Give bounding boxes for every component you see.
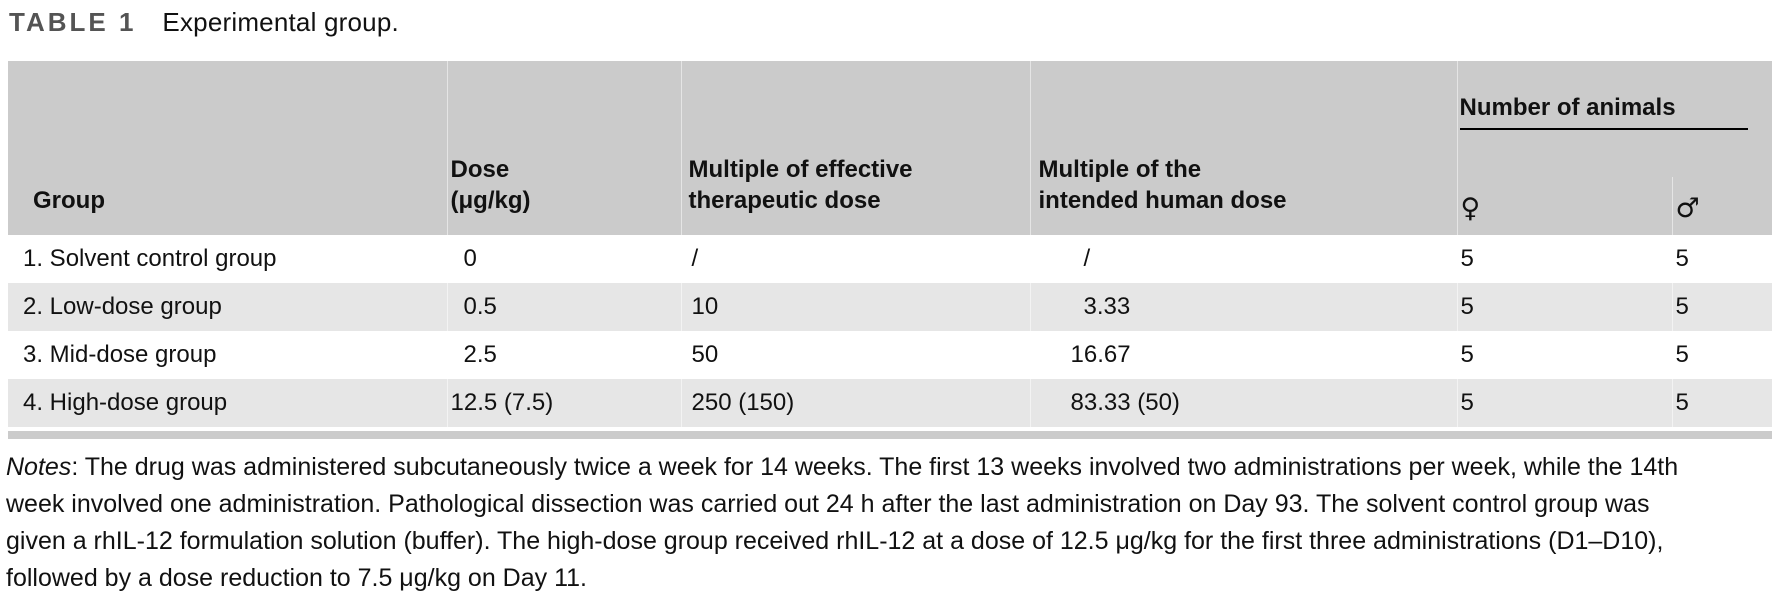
notes-line: given a rhIL-12 formulation solution (bu… — [6, 527, 1664, 555]
notes-line: followed by a dose reduction to 7.5 μg/k… — [6, 564, 587, 592]
notes-line: week involved one administration. Pathol… — [6, 490, 1650, 518]
number-of-animals-label: Number of animals — [1459, 92, 1748, 130]
notes-text: : The drug was administered subcutaneous… — [71, 453, 1679, 481]
column-header-dose: Dose (μg/kg) — [446, 61, 681, 235]
cell-male-count: 5 — [1671, 379, 1772, 427]
cell-multiple-effective: 10 — [680, 283, 1030, 331]
cell-multiple-human: / — [1029, 235, 1457, 283]
header-row-top: Group Dose (μg/kg) Multiple of effective… — [8, 61, 1772, 235]
column-header-male: ♂ — [1671, 177, 1772, 235]
cell-male-count: 5 — [1671, 235, 1772, 283]
table-row: 4. High-dose group 12.5 (7.5) 250 (150) … — [8, 379, 1772, 427]
cell-dose: 0 — [446, 235, 681, 283]
cell-group: 2. Low-dose group — [8, 283, 447, 331]
table-header: Group Dose (μg/kg) Multiple of effective… — [8, 61, 1772, 235]
column-header-female: ♀ — [1456, 177, 1672, 235]
cell-multiple-effective: / — [680, 235, 1030, 283]
cell-group: 4. High-dose group — [8, 379, 447, 427]
header-row-sub: ♀ ♂ — [8, 177, 1772, 235]
female-icon: ♀ — [1460, 193, 1481, 224]
column-group-header-number-of-animals: Number of animals — [1456, 61, 1772, 177]
experimental-group-table: Group Dose (μg/kg) Multiple of effective… — [8, 61, 1772, 427]
cell-multiple-human: 83.33 (50) — [1029, 379, 1457, 427]
table-notes: Notes: The drug was administered subcuta… — [6, 449, 1780, 597]
cell-dose: 12.5 (7.5) — [446, 379, 681, 427]
male-icon: ♂ — [1675, 193, 1700, 224]
cell-female-count: 5 — [1456, 331, 1672, 379]
cell-dose: 2.5 — [446, 331, 681, 379]
cell-female-count: 5 — [1456, 379, 1672, 427]
notes-label: Notes — [6, 453, 72, 481]
table-body: 1. Solvent control group 0 / / 5 5 2. Lo… — [8, 235, 1772, 427]
column-header-multiple-human: Multiple of the intended human dose — [1029, 61, 1457, 235]
table-caption-text: Experimental group. — [162, 7, 399, 37]
table-bottom-gap — [0, 427, 1780, 431]
table-bottom-rule — [8, 431, 1772, 439]
table-row: 1. Solvent control group 0 / / 5 5 — [8, 235, 1772, 283]
column-header-group: Group — [8, 61, 447, 235]
cell-dose: 0.5 — [446, 283, 681, 331]
cell-group: 3. Mid-dose group — [8, 331, 447, 379]
cell-female-count: 5 — [1456, 235, 1672, 283]
cell-group: 1. Solvent control group — [8, 235, 447, 283]
cell-male-count: 5 — [1671, 283, 1772, 331]
cell-multiple-human: 16.67 — [1029, 331, 1457, 379]
table-caption: TABLE 1 Experimental group. — [0, 0, 1780, 43]
table-row: 2. Low-dose group 0.5 10 3.33 5 5 — [8, 283, 1772, 331]
cell-female-count: 5 — [1456, 283, 1672, 331]
cell-multiple-effective: 250 (150) — [680, 379, 1030, 427]
cell-multiple-human: 3.33 — [1029, 283, 1457, 331]
table-caption-label: TABLE 1 — [9, 7, 137, 37]
notes-line: Notes: The drug was administered subcuta… — [6, 449, 1780, 486]
cell-male-count: 5 — [1671, 331, 1772, 379]
table-row: 3. Mid-dose group 2.5 50 16.67 5 5 — [8, 331, 1772, 379]
cell-multiple-effective: 50 — [680, 331, 1030, 379]
column-header-multiple-effective: Multiple of effective therapeutic dose — [680, 61, 1030, 235]
